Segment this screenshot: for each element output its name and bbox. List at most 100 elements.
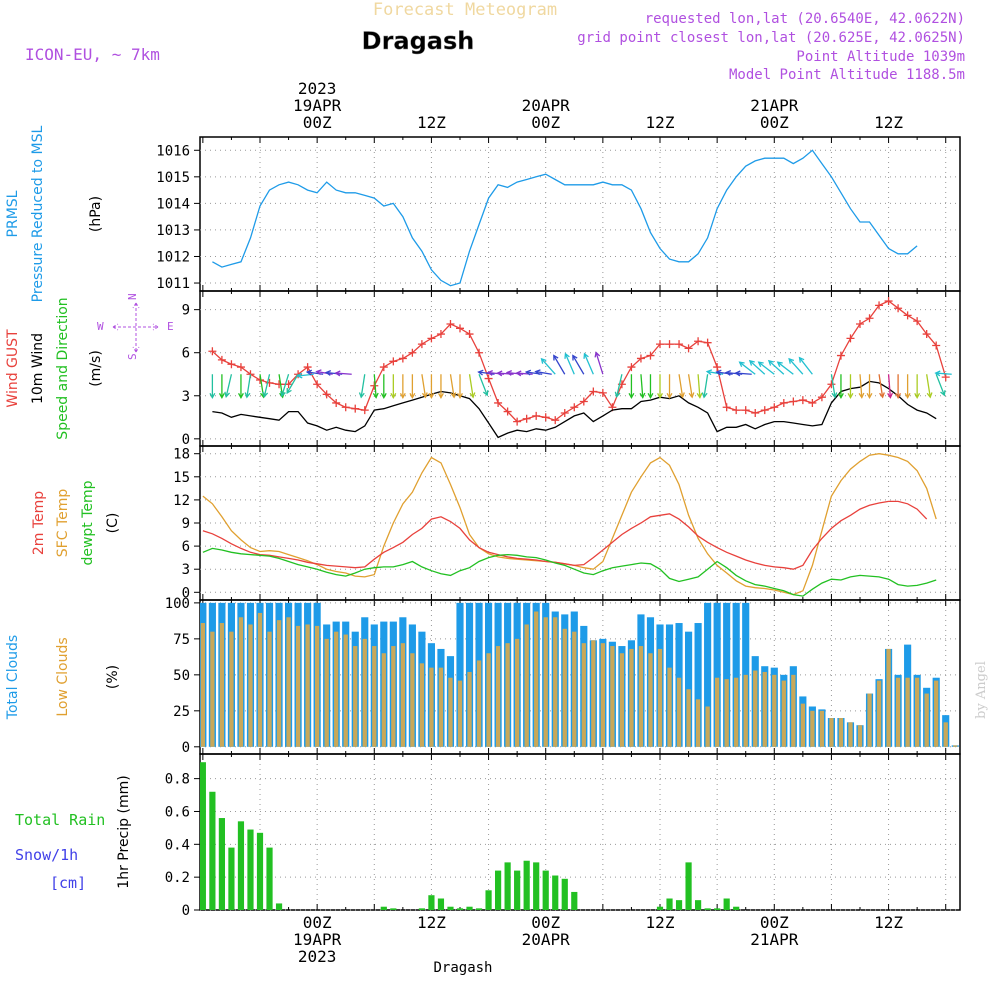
y-tick-label: 6 xyxy=(182,539,190,555)
low-cloud-bar xyxy=(219,623,225,747)
rain-bar xyxy=(675,900,683,910)
wind-arrow xyxy=(830,374,836,398)
wind-arrow-head xyxy=(534,369,541,376)
wind-arrow xyxy=(449,374,455,398)
low-cloud-bar xyxy=(743,674,748,747)
low-cloud-bar xyxy=(648,653,653,747)
panel-frame xyxy=(199,753,961,911)
rain-bar xyxy=(552,875,559,910)
rain-bar xyxy=(456,908,464,910)
wind-arrow-head xyxy=(734,370,741,377)
plot-area xyxy=(200,762,740,910)
rain-bar xyxy=(200,762,206,910)
y-tick-label: 1016 xyxy=(156,143,190,159)
rain-bar xyxy=(266,847,273,910)
series-line xyxy=(202,547,937,597)
y-axis-label: Pressure Reduced to MSL xyxy=(30,125,46,302)
point-altitude: Point Altitude 1039m xyxy=(796,49,965,65)
gust-marker xyxy=(865,314,874,323)
series-line xyxy=(212,380,937,439)
y-tick-label: 1012 xyxy=(156,249,190,265)
wind-arrow xyxy=(553,355,566,375)
gust-marker xyxy=(417,340,426,349)
time-tick-label: 19APR xyxy=(293,96,342,115)
rain-bar xyxy=(685,862,692,910)
gust-marker xyxy=(360,406,369,415)
wind-arrow-head xyxy=(858,392,865,399)
rain-bar xyxy=(428,895,435,910)
y-axis-label: Snow/1h xyxy=(15,846,78,864)
time-tick-label: 00Z xyxy=(760,113,789,132)
rain-bar xyxy=(247,829,254,910)
time-tick-label: 00Z xyxy=(531,913,560,932)
rain-bar xyxy=(695,900,702,910)
wind-arrow xyxy=(478,371,495,375)
rain-bar xyxy=(437,898,445,910)
wind-arrow-head xyxy=(296,372,303,379)
total-cloud-bar xyxy=(713,602,721,747)
low-cloud-bar xyxy=(734,677,739,747)
clouds-panel: 0 25 50 75 100 Total Clouds Low Clouds (%) xyxy=(5,596,961,756)
gust-marker xyxy=(675,340,684,349)
low-cloud-bar xyxy=(686,689,691,747)
wind-arrow xyxy=(583,353,594,375)
wind-arrow-head xyxy=(926,392,933,399)
gust-marker xyxy=(341,403,350,412)
rain-bar xyxy=(218,818,225,910)
total-cloud-bar xyxy=(723,602,731,747)
total-cloud-bar xyxy=(694,623,702,747)
gust-marker xyxy=(398,354,407,363)
wind-arrow-head xyxy=(515,370,522,377)
y-axis-label: [cm] xyxy=(50,874,86,892)
wind-arrow xyxy=(335,372,352,375)
plot-area xyxy=(208,297,952,439)
wind-arrow xyxy=(935,374,945,396)
gust-marker xyxy=(627,363,636,372)
y-axis-label: SFC Temp xyxy=(55,489,71,558)
wind-arrow-head xyxy=(831,392,838,399)
gust-marker xyxy=(722,403,731,412)
wind-arrow-head xyxy=(748,359,755,366)
wind-arrow xyxy=(263,374,271,397)
model-altitude: Model Point Altitude 1188.5m xyxy=(729,67,965,83)
low-cloud-bar xyxy=(267,631,272,747)
gust-marker xyxy=(789,397,798,406)
low-cloud-bar xyxy=(486,653,491,747)
gust-marker xyxy=(884,297,893,306)
wind-arrow-head xyxy=(657,392,663,399)
low-cloud-bar xyxy=(495,646,501,747)
low-cloud-bar xyxy=(715,677,720,747)
y-tick-label: 1015 xyxy=(156,170,190,186)
low-cloud-bar xyxy=(619,653,625,747)
rain-bar xyxy=(237,821,245,910)
credit: by Angel xyxy=(974,661,989,719)
gust-marker xyxy=(798,396,807,405)
gust-marker xyxy=(236,363,245,372)
gust-marker xyxy=(541,413,550,422)
wind-arrow-head xyxy=(564,352,570,359)
rain-bar xyxy=(390,908,397,910)
wind-arrow xyxy=(887,374,892,398)
low-cloud-bar xyxy=(838,718,844,747)
gust-marker xyxy=(560,408,569,417)
y-tick-label: 15 xyxy=(173,470,190,486)
low-cloud-bar xyxy=(286,617,291,747)
low-cloud-bar xyxy=(391,646,396,747)
y-tick-label: 0 xyxy=(182,585,190,601)
wind-arrow xyxy=(246,374,252,398)
wind-arrow-head xyxy=(583,352,589,359)
low-cloud-bar xyxy=(676,677,682,747)
wind-arrow xyxy=(316,370,333,375)
low-cloud-bar xyxy=(629,648,634,747)
wind-arrow-head xyxy=(914,392,921,399)
wind-arrow xyxy=(777,361,794,375)
time-tick-label: 21APR xyxy=(750,96,799,115)
total-cloud-bar xyxy=(742,602,750,747)
y-tick-label: 0.2 xyxy=(165,870,190,886)
gust-marker xyxy=(503,407,512,416)
wind-arrow-head xyxy=(218,392,225,399)
wind-arrow-head xyxy=(224,391,231,398)
gust-marker xyxy=(227,360,236,369)
